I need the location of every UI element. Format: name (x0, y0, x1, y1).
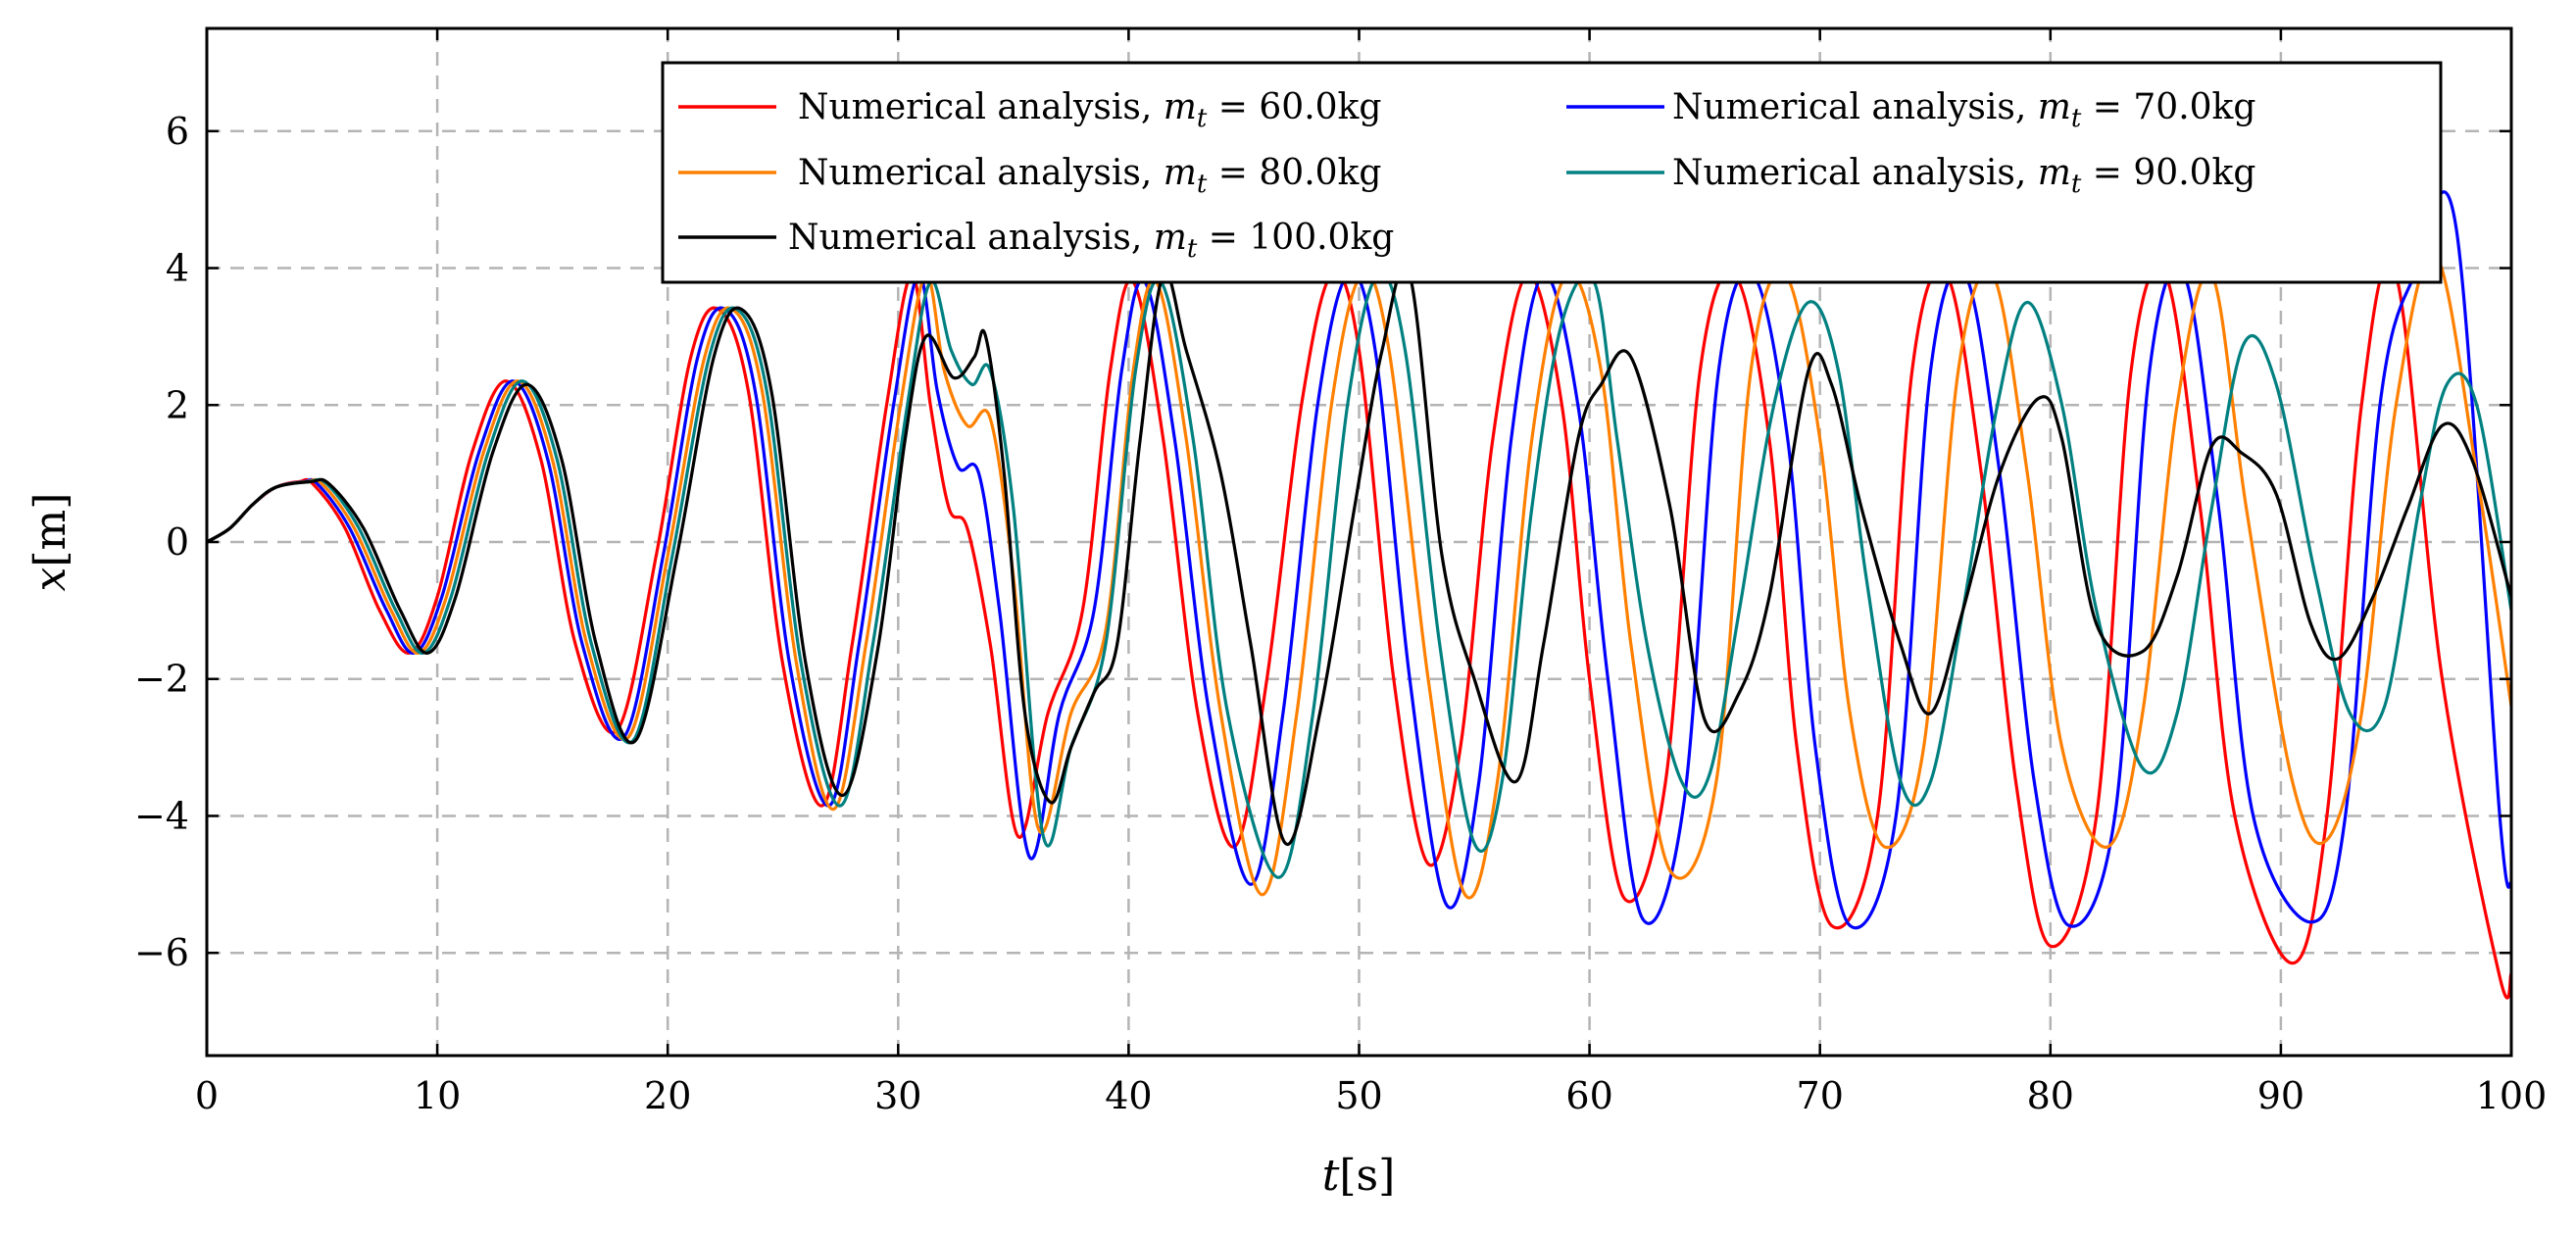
y-axis-title: x[m] (25, 493, 75, 592)
ticks (205, 28, 2513, 1056)
legend-box (661, 61, 2443, 284)
y-axis-unit: [m] (25, 493, 75, 567)
legend-label-1: Numerical analysis, mt = 60.0kg (798, 87, 1381, 133)
legend-label-5: Numerical analysis, mt = 100.0kg (788, 218, 1394, 264)
x-tick-label: 40 (1105, 1074, 1152, 1117)
x-tick-label: 0 (195, 1074, 219, 1117)
legend: Numerical analysis, mt = 60.0kg Numerical… (661, 61, 2443, 284)
x-tick-label: 30 (874, 1074, 921, 1117)
x-axis-unit: [s] (1339, 1151, 1395, 1201)
y-tick-label: 2 (166, 383, 189, 426)
series-line-1 (207, 260, 2511, 1000)
x-tick-label: 20 (644, 1074, 691, 1117)
y-tick-label: −2 (134, 658, 189, 701)
y-axis-var: x (25, 567, 75, 591)
y-tick-label: 0 (166, 520, 189, 564)
series-line-4 (207, 271, 2511, 879)
series-line-2 (207, 190, 2511, 930)
x-tick-label: 90 (2257, 1074, 2304, 1117)
x-tick-label: 10 (414, 1074, 461, 1117)
x-tick-label: 50 (1335, 1074, 1382, 1117)
legend-label-2: Numerical analysis, mt = 70.0kg (1672, 87, 2255, 133)
legend-label-4: Numerical analysis, mt = 90.0kg (1672, 153, 2255, 199)
legend-label-3: Numerical analysis, mt = 80.0kg (798, 153, 1381, 199)
series-line-5 (207, 264, 2511, 846)
x-tick-label: 80 (2027, 1074, 2074, 1117)
x-tick-label: 100 (2476, 1074, 2548, 1117)
y-tick-label: 6 (166, 110, 189, 153)
x-axis-title: t[s] (1322, 1151, 1396, 1201)
x-tick-label: 70 (1797, 1074, 1844, 1117)
y-tick-label: −4 (134, 794, 189, 837)
y-tick-label: −6 (134, 931, 189, 974)
x-axis-var: t (1322, 1151, 1340, 1201)
y-tick-label: 4 (166, 247, 189, 290)
x-tick-label: 60 (1565, 1074, 1612, 1117)
tick-labels: 0 10 20 30 40 50 60 70 80 90 100 −6 −4 −2 0 2 4 6 (134, 110, 2547, 1117)
